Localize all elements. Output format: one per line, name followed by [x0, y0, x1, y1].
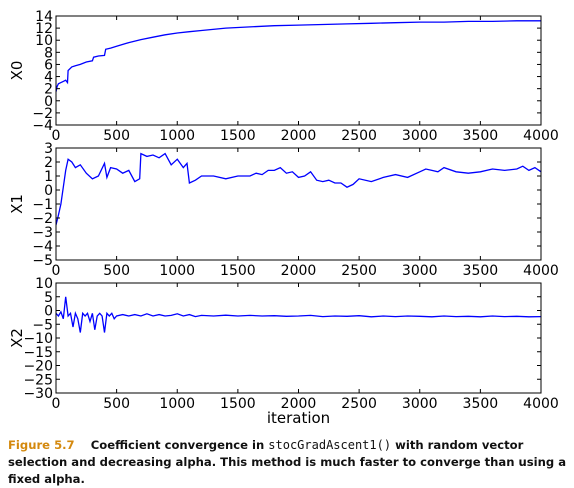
y-axis-label: X1 — [8, 194, 26, 214]
x-tick-label: 1000 — [159, 263, 195, 279]
y-tick-label: 5 — [44, 290, 53, 306]
x-axis-label: iteration — [267, 409, 330, 427]
y-tick-label: 0 — [44, 183, 53, 199]
x-tick-label: 2000 — [281, 396, 317, 412]
x0-panel: 0 500 1000 1500 2000 2500 3000 3500 4000−4−20246… — [8, 9, 559, 144]
y-tick-label: −4 — [32, 118, 53, 134]
y-tick-label: −20 — [23, 359, 53, 375]
x2-panel: 0 500 1000 1500 2000 2500 3000 3500 4000 −30−25−2… — [8, 276, 559, 427]
x-tick-label: 2000 — [281, 263, 317, 279]
y-tick-label: −1 — [32, 197, 53, 213]
y-tick-label: 6 — [44, 57, 53, 73]
y-tick-label: 4 — [44, 70, 53, 86]
y-tick-label: 0 — [44, 304, 53, 320]
x-tick-label: 0 — [52, 396, 61, 412]
x-tick-label: 1000 — [159, 128, 195, 144]
y-axis-label: X0 — [8, 61, 26, 81]
x-tick-label: 3000 — [402, 396, 438, 412]
y-tick-label: −10 — [23, 331, 53, 347]
x-tick-label: 1500 — [220, 263, 256, 279]
y-tick-label: 2 — [44, 155, 53, 171]
x-tick-label: 4000 — [523, 263, 559, 279]
x-tick-label: 0 — [52, 128, 61, 144]
y-tick-label: −2 — [32, 106, 53, 122]
plot-frame — [55, 15, 542, 126]
plot-frame — [55, 282, 542, 394]
x-tick-label: 2500 — [341, 396, 377, 412]
y-tick-label: −15 — [23, 345, 53, 361]
y-tick-label: −5 — [32, 317, 53, 333]
y-tick-label: −5 — [32, 253, 53, 269]
series-line-x2 — [56, 296, 541, 333]
series-line-x0 — [56, 20, 541, 92]
figure-label: Figure 5.7 — [8, 438, 75, 452]
coefficient-convergence-figure: 0 500 1000 1500 2000 2500 3000 3500 4000−4−20246… — [8, 9, 559, 427]
y-tick-label: 3 — [44, 141, 53, 157]
x-tick-label: 4000 — [523, 128, 559, 144]
y-tick-label: 10 — [35, 33, 53, 49]
caption-code: stocGradAscent1() — [268, 438, 392, 452]
y-tick-label: 2 — [44, 82, 53, 98]
x-tick-label: 2000 — [281, 128, 317, 144]
y-tick-label: 10 — [35, 276, 53, 292]
x-tick-label: 2500 — [341, 263, 377, 279]
y-tick-label: 8 — [44, 45, 53, 61]
caption-text-start: Coefficient convergence in — [90, 438, 269, 452]
x-tick-label: 0 — [52, 263, 61, 279]
x-tick-label: 2500 — [341, 128, 377, 144]
x1-panel: 0 500 1000 1500 2000 2500 3000 3500 4000 −5−4−3−2… — [8, 141, 559, 279]
y-tick-label: 0 — [44, 94, 53, 110]
y-tick-label: −30 — [23, 386, 53, 402]
y-tick-label: 12 — [35, 21, 53, 37]
x-tick-label: 3500 — [463, 263, 499, 279]
y-tick-label: −2 — [32, 211, 53, 227]
y-tick-label: −25 — [23, 372, 53, 388]
x-tick-label: 1000 — [159, 396, 195, 412]
x-tick-label: 1500 — [220, 128, 256, 144]
y-tick-label: −4 — [32, 239, 53, 255]
x-tick-label: 3500 — [463, 396, 499, 412]
x-tick-label: 1500 — [220, 396, 256, 412]
x-tick-label: 500 — [103, 396, 130, 412]
series-line-x1 — [56, 152, 541, 226]
figure-caption: Figure 5.7 Coefficient convergence in st… — [8, 437, 570, 488]
x-tick-label: 3000 — [402, 128, 438, 144]
x-tick-label: 3500 — [463, 128, 499, 144]
x-tick-label: 3000 — [402, 263, 438, 279]
y-tick-label: 14 — [35, 9, 53, 25]
x-tick-label: 4000 — [523, 396, 559, 412]
y-tick-label: 1 — [44, 169, 53, 185]
y-tick-label: −3 — [32, 225, 53, 241]
plot-frame — [55, 147, 542, 261]
x-tick-label: 500 — [103, 128, 130, 144]
y-axis-label: X2 — [8, 328, 26, 348]
x-tick-label: 500 — [103, 263, 130, 279]
